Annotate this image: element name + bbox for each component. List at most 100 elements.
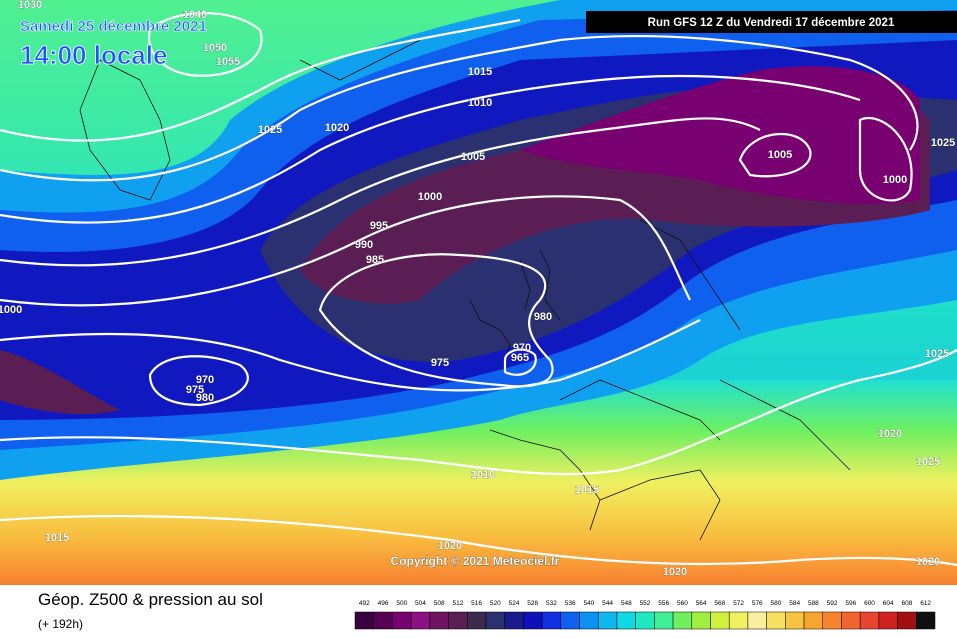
colorbar-label: 576 (752, 600, 763, 607)
isobar (0, 349, 957, 476)
isobar-label: 1000 (0, 304, 22, 316)
isobar-label: 1025 (916, 456, 940, 468)
colorbar-label: 512 (452, 600, 463, 607)
colorbar-swatch (597, 611, 618, 630)
isobar (318, 253, 554, 388)
run-info: Run GFS 12 Z du Vendredi 17 décembre 202… (648, 17, 895, 29)
colorbar-swatch (579, 611, 599, 630)
z500-trough-500 (520, 66, 920, 204)
colorbar-label: 588 (808, 600, 819, 607)
colorbar-label: 496 (378, 600, 389, 607)
colorbar-swatch (485, 611, 505, 630)
isobar-label: 1020 (916, 556, 940, 568)
isobar-label: 980 (196, 392, 214, 404)
colorbar-label: 520 (490, 600, 501, 607)
isobar (503, 348, 537, 376)
isobar (738, 132, 812, 178)
isobar-label: 980 (534, 311, 552, 323)
colorbar-swatch (878, 611, 898, 630)
colorbar-label: 604 (883, 600, 894, 607)
copyright: Copyright © 2021 Meteociel.fr (391, 554, 560, 568)
colorbar-swatch (354, 611, 374, 630)
isobar-label: 975 (431, 357, 449, 369)
run-banner (586, 11, 957, 33)
colorbar-swatch (747, 611, 767, 630)
colorbar-swatch (803, 611, 823, 630)
colorbar-label: 612 (920, 600, 931, 607)
isobar (0, 195, 691, 307)
colorbar-swatch (785, 611, 805, 630)
colorbar-swatch (897, 611, 917, 630)
colorbar-label: 492 (359, 600, 370, 607)
isobar (148, 355, 249, 407)
isobar-label: 1025 (925, 348, 949, 360)
isobar-label: 1040 (183, 9, 207, 21)
isobar-label: 1020 (878, 428, 902, 440)
colorbar-label: 500 (396, 600, 407, 607)
colorbar-label: 532 (546, 600, 557, 607)
colorbar-label: 524 (509, 600, 520, 607)
isobar (0, 514, 957, 567)
colorbar-swatch (728, 611, 749, 630)
colorbar-label: 580 (771, 600, 782, 607)
isobar-label: 985 (366, 254, 384, 266)
isobar-label: 1000 (418, 191, 442, 203)
isobar-labels: 1030 1040 1050 1055 1025 1020 1015 1010 1005 1000… (0, 0, 955, 578)
isobar-label: 995 (370, 220, 388, 232)
isobar-label: 990 (355, 239, 373, 251)
colorbar-label: 508 (434, 600, 445, 607)
colorbar-swatch (429, 611, 449, 630)
z500-cutoff-west (0, 350, 120, 415)
forecast-lead: (+ 192h) (38, 617, 83, 631)
colorbar-label: 528 (527, 600, 538, 607)
colorbar-swatch (373, 611, 393, 630)
isobar-label: 1025 (931, 137, 955, 149)
colorbar-swatch (841, 611, 861, 630)
isobar-label: 1015 (45, 532, 69, 544)
isobar (0, 117, 761, 267)
colorbar-label: 504 (415, 600, 426, 607)
valid-time: 14:00 locale (20, 40, 167, 70)
isobar (0, 319, 701, 392)
colorbar-label: 596 (845, 600, 856, 607)
colorbar-label: 540 (583, 600, 594, 607)
isobar-label: 1020 (438, 540, 462, 552)
colorbar-swatch (766, 611, 786, 630)
colorbar-swatch (616, 611, 636, 630)
colorbar-label: 536 (565, 600, 576, 607)
isobar-label: 1055 (216, 56, 240, 68)
isobar-label: 970 (513, 342, 531, 354)
isobar-label: 1010 (471, 469, 495, 481)
colorbar-swatch (859, 611, 880, 630)
isobar-label: 1015 (575, 484, 599, 496)
isobar-label: 970 (196, 374, 214, 386)
isobar-label: 965 (511, 352, 529, 364)
isobar-label: 1005 (768, 149, 792, 161)
colorbar-swatch (635, 611, 655, 630)
isobar (0, 18, 521, 142)
colorbar-label: 600 (864, 600, 875, 607)
colorbar-swatch (392, 611, 412, 630)
isobar-label: 1020 (663, 566, 687, 578)
isobar-label: 1050 (203, 42, 227, 54)
isobar-label: 975 (186, 384, 204, 396)
colorbar-label: 544 (602, 600, 613, 607)
colorbar-label: 572 (733, 600, 744, 607)
colorbar-label: 608 (902, 600, 913, 607)
colorbar-label: 564 (696, 600, 707, 607)
isobar-label: 1030 (18, 0, 42, 11)
isobar-label: 1000 (883, 174, 907, 186)
colorbar-label: 568 (714, 600, 725, 607)
colorbar-label: 592 (827, 600, 838, 607)
colorbar-swatch (523, 611, 543, 630)
isobar-label: 1010 (468, 97, 492, 109)
colorbar-swatch (410, 611, 431, 630)
valid-date: Samedi 25 décembre 2021 (20, 18, 207, 35)
colorbar-label: 584 (789, 600, 800, 607)
isobar (0, 34, 919, 182)
isobar (147, 12, 263, 77)
colorbar-swatch (822, 611, 842, 630)
colorbar-swatch (467, 611, 487, 630)
colorbar-swatch (504, 611, 524, 630)
